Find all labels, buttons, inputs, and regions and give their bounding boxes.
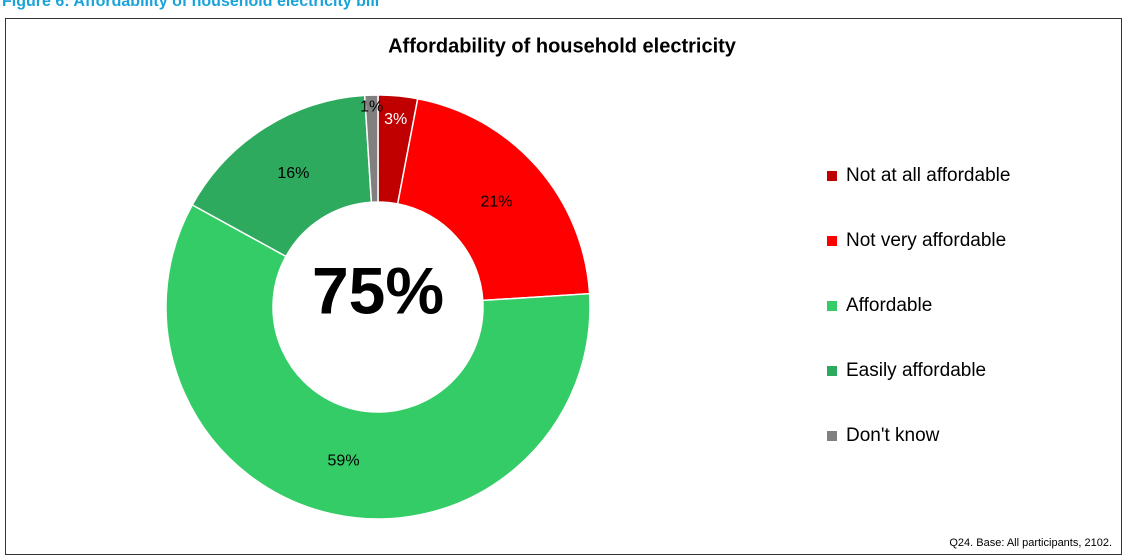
chart-title: Affordability of household electricity — [388, 35, 737, 57]
legend-swatch — [827, 236, 837, 246]
legend-label: Don't know — [846, 425, 940, 446]
data-label: 1% — [360, 98, 383, 115]
data-label: 16% — [277, 165, 309, 182]
legend-label: Not at all affordable — [846, 165, 1010, 186]
figure-caption: Figure 6: Affordability of household ele… — [2, 0, 379, 10]
donut-segment — [191, 94, 373, 258]
footnote: Q24. Base: All participants, 2102. — [949, 537, 1112, 549]
legend-swatch — [827, 431, 837, 441]
donut-segment — [363, 94, 379, 204]
donut-segment — [165, 203, 591, 520]
legend-swatch — [827, 366, 837, 376]
legend-swatch — [827, 301, 837, 311]
data-label: 3% — [384, 111, 407, 128]
data-label: 21% — [481, 194, 513, 211]
data-label: 59% — [328, 452, 360, 469]
legend-label: Not very affordable — [846, 230, 1006, 251]
legend-swatch — [827, 171, 837, 181]
donut-segment — [396, 97, 591, 302]
center-label: 75% — [312, 253, 444, 327]
legend-label: Affordable — [846, 295, 932, 316]
legend-label: Easily affordable — [846, 360, 986, 381]
